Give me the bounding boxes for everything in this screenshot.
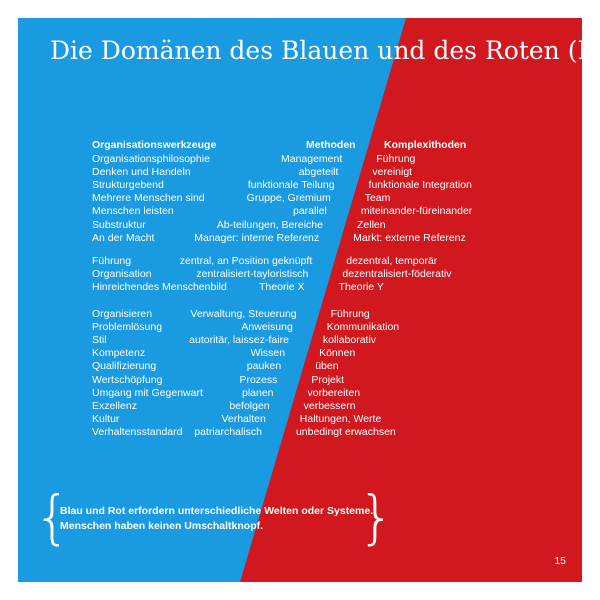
red-value: kollaborativ [323,334,376,347]
red-value: Haltungen, Werte [300,413,382,426]
red-value: Führung [376,153,415,166]
table-row: Denken und Handeln abgeteilt vereinigt [18,166,582,179]
table-row: Kompetenz Wissen Können [18,347,582,360]
table-row: Umgang mit Gegenwart planen vorbereiten [18,387,582,400]
table-row: Kultur Verhalten Haltungen, Werte [18,413,582,426]
split-background [18,18,582,582]
table-row: Führung zentral, an Position geknüpft deze… [18,255,582,268]
blue-value: Theorie X [259,281,305,294]
blue-value: patriarchalisch [194,426,262,439]
blue-value: Gruppe, Gremium [247,192,331,205]
blue-value: Prozess [239,374,277,387]
blue-value: pauken [247,360,281,373]
table-row: Substruktur Ab-teilungen, Bereiche Zellen [18,219,582,232]
red-value: vereinigt [372,166,412,179]
row-label: Denken und Handeln [92,166,191,179]
table-row: Verhaltensstandard patriarchalisch unbedin… [18,426,582,439]
row-label: Verhaltensstandard [92,426,182,439]
row-label: Organisieren [92,308,152,321]
table-header: Organisationswerkzeuge Methoden Komplexi… [18,139,582,152]
row-label: Organisation [92,268,152,281]
page-number: 15 [554,555,566,567]
red-value: Markt: externe Referenz [353,232,466,245]
table-row: Organisieren Verwaltung, Steuerung Führung [18,308,582,321]
blue-value: befolgen [229,400,269,413]
blue-value: Management [281,153,342,166]
red-value: dezentral, temporär [346,255,437,268]
blue-value: Ab-teilungen, Bereiche [217,219,323,232]
table-row: Wertschöpfung Prozess Projekt [18,374,582,387]
red-value: Kommunikation [327,321,399,334]
closing-brace: } [358,488,395,546]
header-col-tools: Organisationswerkzeuge [92,139,216,152]
row-label: Problemlösung [92,321,162,334]
quote-line: Menschen haben keinen Umschaltknopf. [60,519,373,534]
red-value: verbessern [304,400,356,413]
row-label: Mehrere Menschen sind [92,192,205,205]
blue-value: abgeteilt [299,166,339,179]
red-value: dezentralisiert-föderativ [342,268,451,281]
table-row: Menschen leisten parallel miteinander-füre… [18,205,582,218]
slide: Die Domänen des Blauen und des Roten (II… [18,18,582,582]
page-title: Die Domänen des Blauen und des Roten (II… [50,36,582,65]
red-value: Team [365,192,391,205]
red-value: Theorie Y [339,281,384,294]
table-row: Stil autoritär, laissez-faire kollaborativ [18,334,582,347]
quote-line: Blau und Rot erfordern unterschiedliche … [60,504,373,519]
row-label: Stil [92,334,107,347]
red-value: üben [315,360,338,373]
row-label: Qualifizierung [92,360,156,373]
row-label: Kultur [92,413,119,426]
table-row: Mehrere Menschen sind Gruppe, Gremium Team [18,192,582,205]
blue-value: Verhalten [221,413,265,426]
quote-block: Blau und Rot erfordern unterschiedliche … [60,504,373,534]
blue-value: Wissen [251,347,285,360]
row-label: Organisationsphilosophie [92,153,210,166]
blue-value: autoritär, laissez-faire [189,334,289,347]
header-col-methods: Methoden [306,139,356,152]
red-value: unbedingt erwachsen [296,426,396,439]
row-label: Kompetenz [92,347,145,360]
red-value: miteinander-füreinander [361,205,472,218]
row-label: Substruktur [92,219,146,232]
table-row: An der Macht Manager: interne Referenz Mar… [18,232,582,245]
blue-value: zentralisiert-tayloristisch [196,268,308,281]
red-value: Können [319,347,355,360]
red-value: funktionale Integration [369,179,472,192]
row-label: Menschen leisten [92,205,174,218]
red-value: Zellen [357,219,386,232]
red-value: Projekt [311,374,344,387]
table-row: Qualifizierung pauken üben [18,360,582,373]
row-label: Umgang mit Gegenwart [92,387,203,400]
table-row: Strukturgebend funktionale Teilung funktio… [18,179,582,192]
table-row: Hinreichendes Menschenbild Theorie X Theor… [18,281,582,294]
table-row: Problemlösung Anweisung Kommunikation [18,321,582,334]
row-label: Exzellenz [92,400,137,413]
blue-value: parallel [293,205,327,218]
row-label: Hinreichendes Menschenbild [92,281,227,294]
blue-value: zentral, an Position geknüpft [180,255,313,268]
row-label: Führung [92,255,131,268]
blue-value: funktionale Teilung [248,179,335,192]
table-row: Exzellenz befolgen verbessern [18,400,582,413]
table-row: Organisation zentralisiert-tayloristisch d… [18,268,582,281]
row-label: Wertschöpfung [92,374,162,387]
blue-value: Verwaltung, Steuerung [190,308,296,321]
row-label: An der Macht [92,232,154,245]
table-row: Organisationsphilosophie Management Führun… [18,153,582,166]
red-value: vorbereiten [308,387,361,400]
blue-value: Manager: interne Referenz [194,232,319,245]
blue-value: Anweisung [241,321,292,334]
blue-value: planen [242,387,274,400]
header-col-complexithods: Komplexithoden [384,139,466,152]
red-value: Führung [331,308,370,321]
row-label: Strukturgebend [92,179,164,192]
